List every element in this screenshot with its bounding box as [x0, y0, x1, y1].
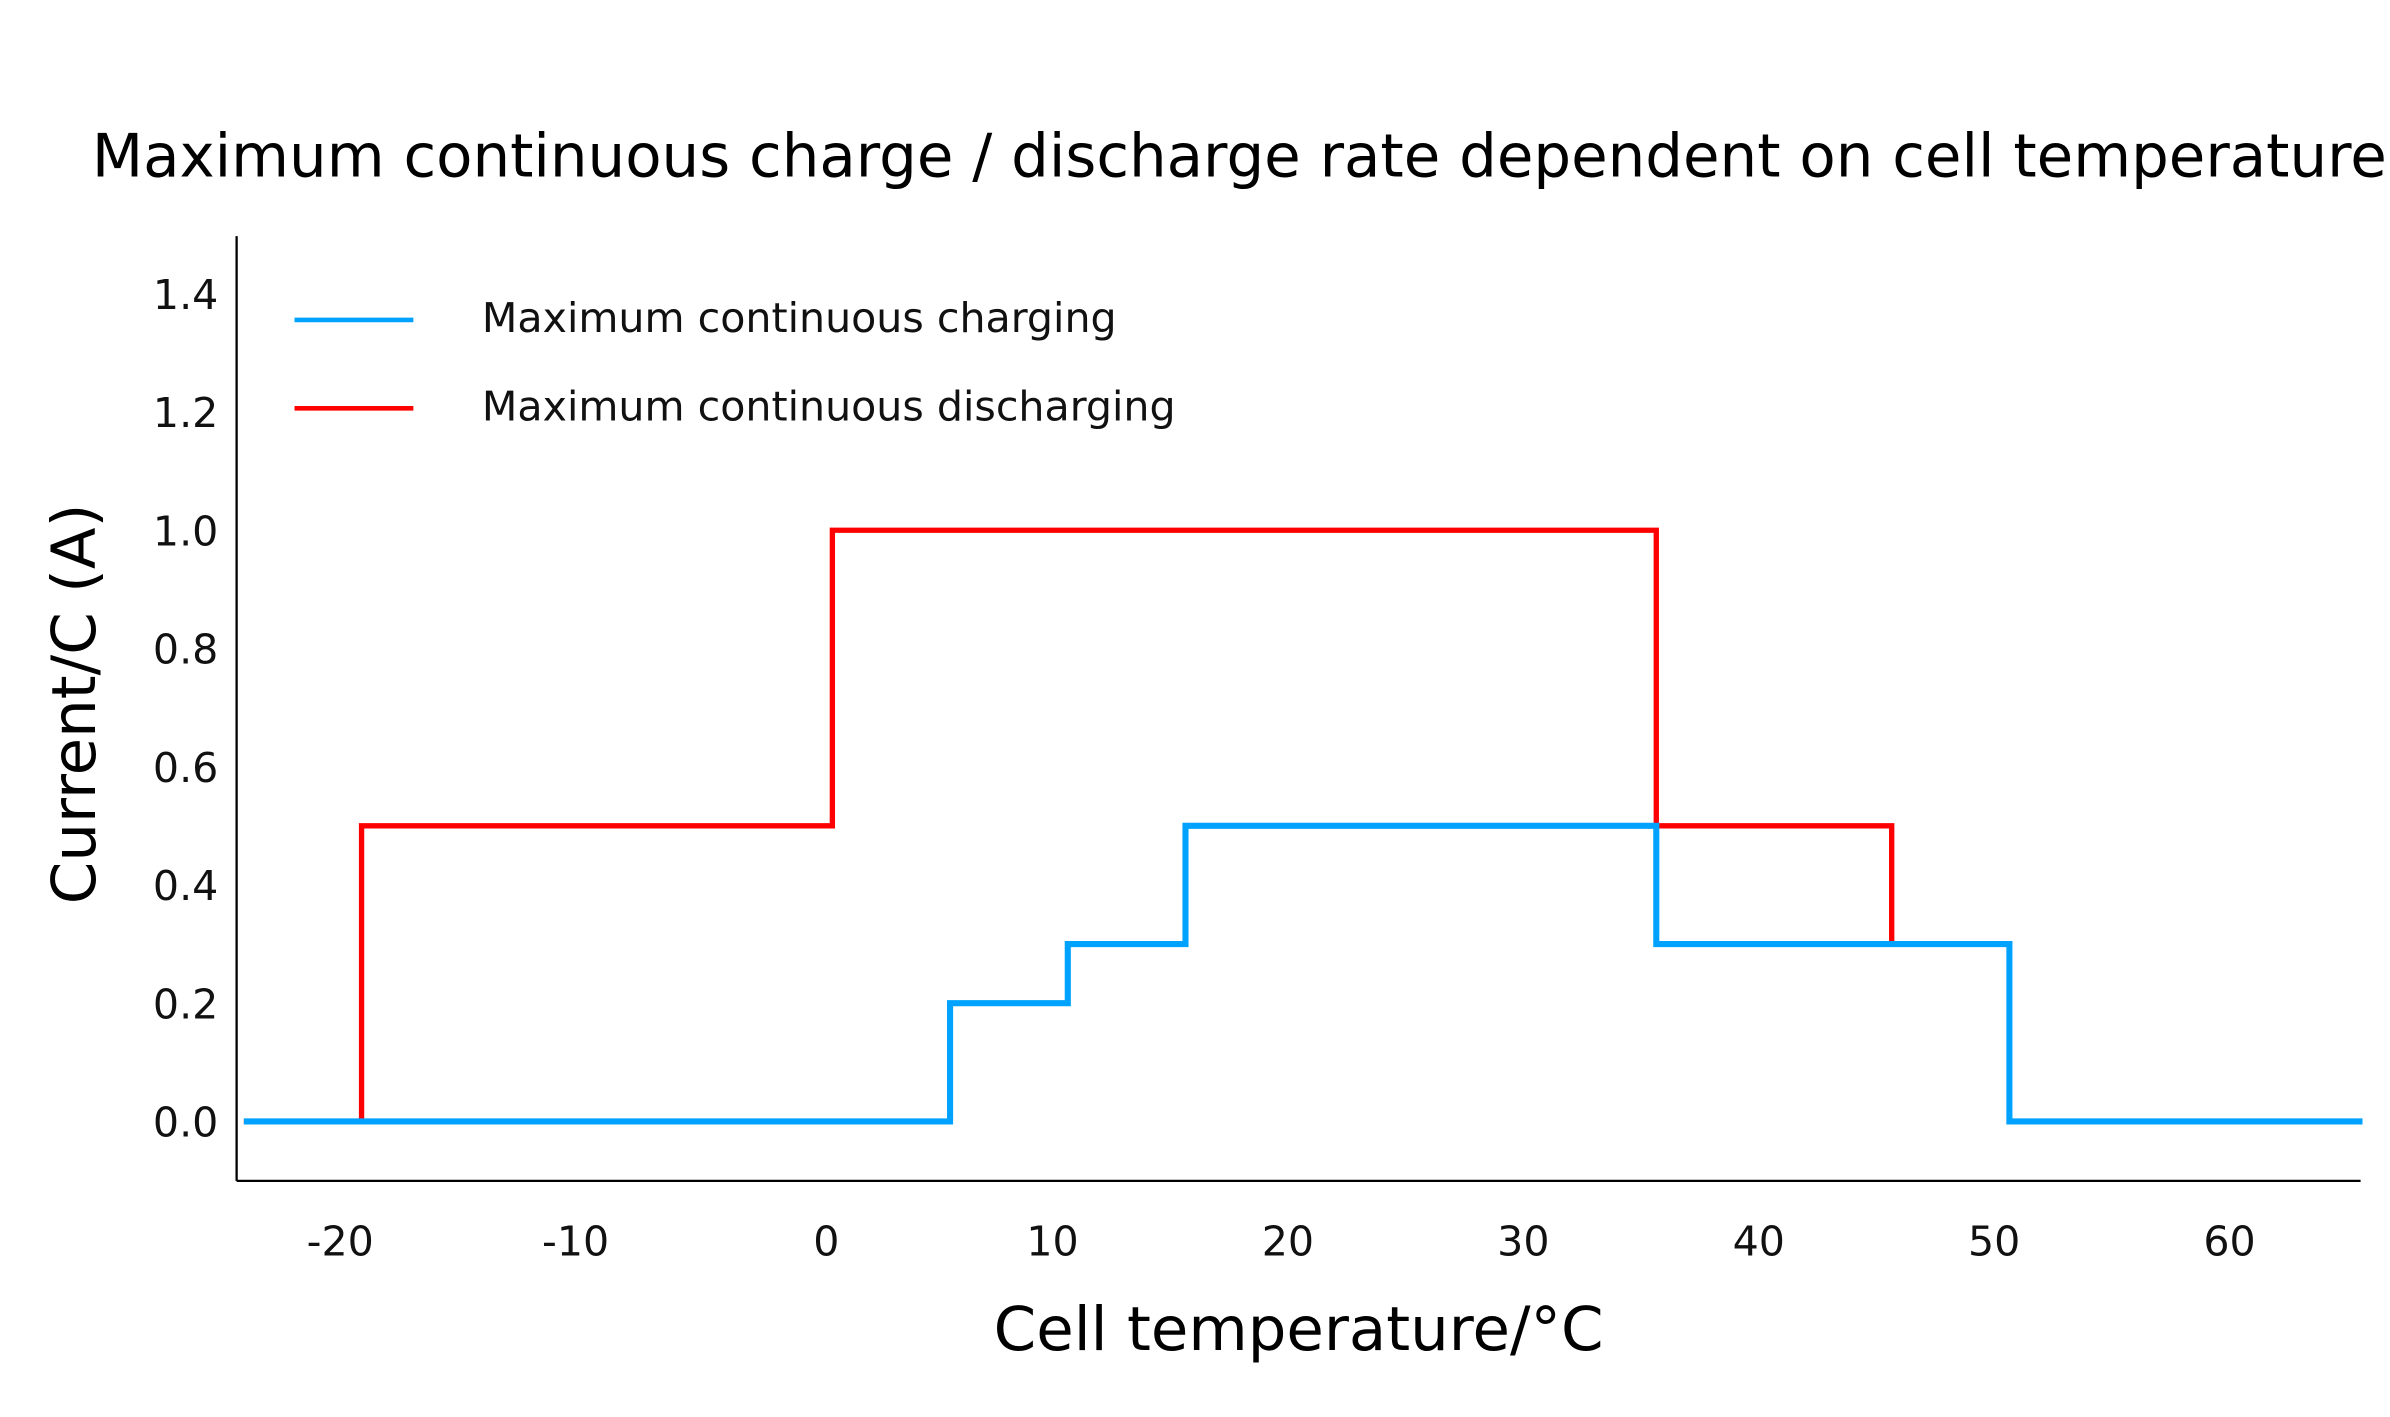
y-tick-label: 0.6 [153, 744, 218, 792]
x-tick-label: 30 [1497, 1217, 1549, 1265]
y-tick-label: 0.0 [153, 1099, 218, 1147]
legend-label: Maximum continuous discharging [482, 383, 1176, 431]
chart-title: Maximum continuous charge / discharge ra… [92, 123, 2387, 192]
y-axis-label: Current/C (A) [39, 504, 110, 905]
x-tick-label: 20 [1262, 1217, 1314, 1265]
x-tick-label: -20 [307, 1217, 374, 1265]
y-tick-label: 0.4 [153, 862, 218, 910]
x-tick-label: 10 [1026, 1217, 1078, 1265]
x-axis-label: Cell temperature/°C [994, 1294, 1604, 1365]
y-tick-label: 1.0 [153, 507, 218, 555]
y-tick-label: 1.2 [153, 389, 218, 437]
x-tick-label: 50 [1968, 1217, 2020, 1265]
y-tick-label: 0.8 [153, 626, 218, 674]
x-tick-label: 0 [813, 1217, 839, 1265]
x-tick-label: -10 [542, 1217, 609, 1265]
y-tick-label: 0.2 [153, 980, 218, 1028]
x-tick-label: 40 [1733, 1217, 1785, 1265]
series-line-discharging [243, 527, 1895, 1125]
legend-label: Maximum continuous charging [482, 294, 1117, 342]
x-tick-label: 60 [2203, 1217, 2255, 1265]
y-tick-label: 1.4 [153, 271, 218, 319]
plot-area: 0.0 0.2 0.4 0.6 0.8 1.0 1.2 1.4 -20 -10 0 10 20 30 40 5… [153, 236, 2363, 1265]
series-line-charging [243, 822, 2363, 1125]
